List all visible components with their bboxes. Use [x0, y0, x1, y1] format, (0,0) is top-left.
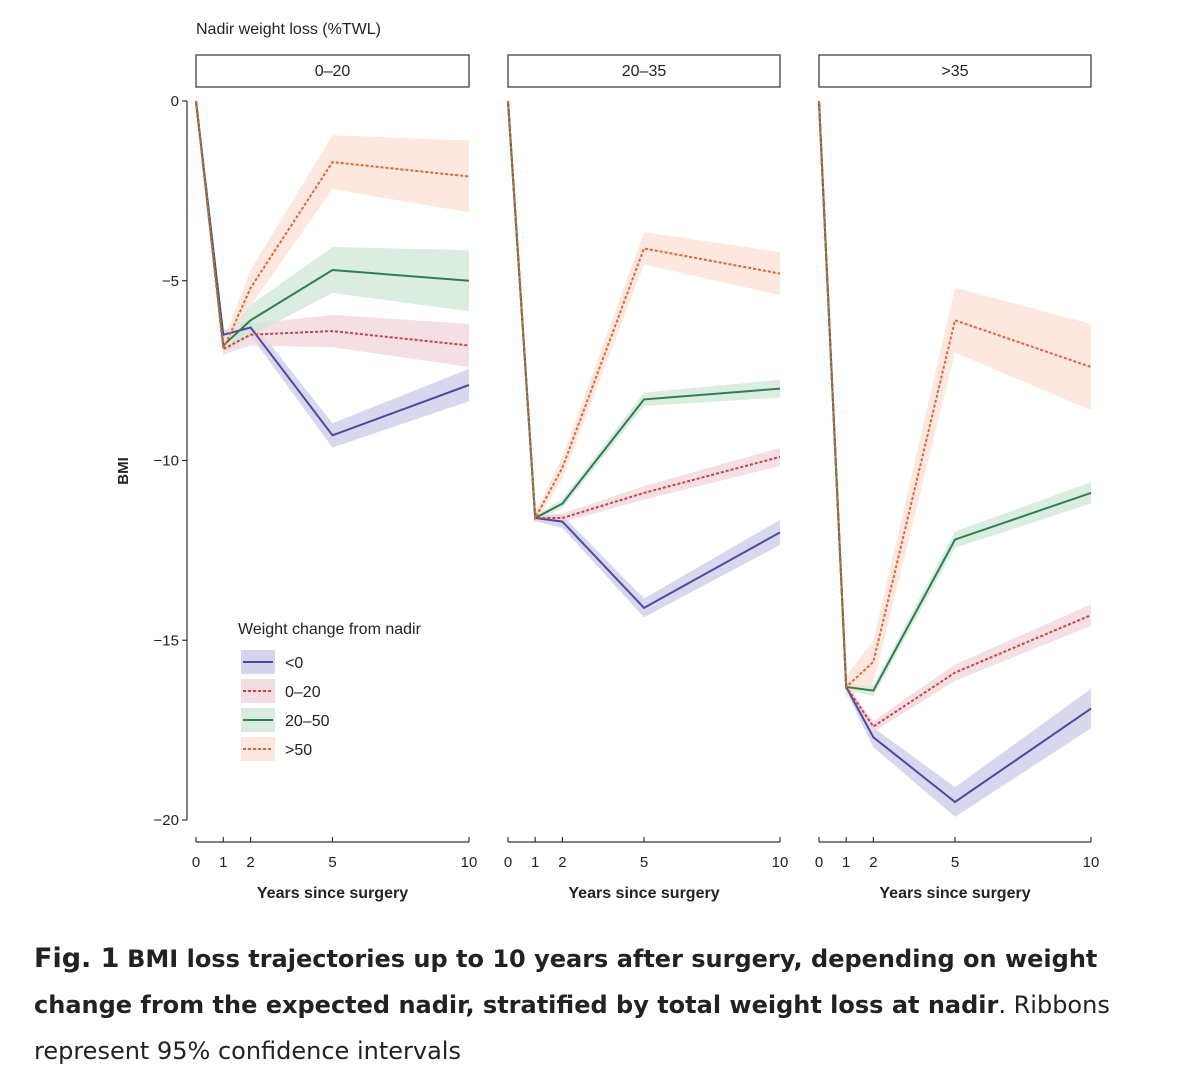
series-line-2-3: [818, 100, 1092, 690]
legend-title: Weight change from nadir: [238, 621, 422, 638]
ribbon-2-1: [846, 604, 1091, 732]
figure-caption: Fig. 1 BMI loss trajectories up to 10 ye…: [34, 936, 1184, 1074]
x-tick-label-1-3: 5: [640, 854, 648, 871]
caption-rest-text: . Ribbons represent 95% confidence inter…: [34, 991, 1110, 1065]
x-tick-label-0-3: 5: [328, 854, 336, 871]
x-tick-label-1-4: 10: [772, 854, 789, 871]
x-tick-label-1-0: 0: [504, 854, 512, 871]
ribbon-1-1: [535, 447, 780, 523]
ribbon-2-3: [846, 287, 1091, 698]
y-tick-label-0: 0: [171, 93, 179, 110]
ribbon-1-3: [535, 232, 780, 524]
x-tick-label-2-2: 2: [869, 854, 877, 871]
chart-svg: Nadir weight loss (%TWL) BMI 0–200 1 2 5 10Y…: [115, 21, 1100, 902]
series-line-1-1: [507, 100, 781, 519]
x-tick-label-1-1: 1: [531, 854, 539, 871]
legend: Weight change from nadir <0 0–20 20–50 >50: [238, 621, 422, 761]
ribbon-0-1: [223, 314, 469, 367]
panel-title-1: 20–35: [622, 63, 667, 80]
x-axis-label-2: Years since surgery: [879, 885, 1030, 902]
x-axis-label-0: Years since surgery: [257, 885, 408, 902]
y-tick-label-3: −15: [154, 632, 179, 649]
legend-label-2: 20–50: [285, 713, 330, 730]
panel-title-2: >35: [941, 63, 968, 80]
x-tick-label-2-0: 0: [815, 854, 823, 871]
series-line-2-0: [818, 100, 1092, 804]
x-tick-label-2-1: 1: [842, 854, 850, 871]
x-tick-label-0-4: 10: [461, 854, 478, 871]
series-line-0-2: [195, 100, 470, 348]
ribbon-1-2: [535, 379, 780, 521]
x-tick-label-2-3: 5: [951, 854, 959, 871]
series-line-1-2: [507, 100, 781, 520]
legend-label-0: <0: [285, 655, 303, 672]
figure: Nadir weight loss (%TWL) BMI 0–20 0 1 2 5 10 Y…: [115, 21, 1100, 902]
ribbon-0-3: [223, 135, 469, 358]
x-tick-label-1-2: 2: [558, 854, 566, 871]
panel-strip-1: [507, 54, 781, 88]
series-line-0-3: [195, 100, 470, 353]
panel-2: >35 0 1 2 5 10 Years since surgery: [815, 54, 1100, 902]
x-tick-label-2-4: 10: [1083, 854, 1100, 871]
legend-label-1: 0–20: [285, 684, 321, 701]
x-tick-label-0-2: 2: [246, 854, 254, 871]
y-tick-label-4: −20: [154, 812, 179, 829]
y-tick-label-2: −10: [154, 453, 179, 470]
legend-label-3: >50: [285, 742, 312, 759]
series-line-1-0: [507, 100, 781, 610]
series-line-2-1: [818, 100, 1092, 728]
panel-1: 20–35 0 1 2 5 10 Years since surgery: [504, 54, 789, 902]
y-axis-label: BMI: [115, 457, 132, 485]
ribbon-0-0: [223, 319, 469, 448]
series-line-2-2: [818, 100, 1092, 692]
series-line-1-3: [507, 100, 781, 522]
figure-header: Nadir weight loss (%TWL): [196, 21, 381, 38]
panel-title-0: 0–20: [315, 63, 351, 80]
panel-strip-0: [195, 54, 470, 88]
ribbon-2-0: [846, 682, 1091, 817]
ribbon-2-2: [846, 482, 1091, 696]
x-axis-label-1: Years since surgery: [568, 885, 719, 902]
panel-0: 0–20 0 1 2 5 10 Years since surgery: [192, 54, 478, 902]
y-tick-label-1: −5: [162, 273, 179, 290]
x-tick-label-0-0: 0: [192, 854, 200, 871]
x-tick-label-0-1: 1: [219, 854, 227, 871]
ribbon-1-0: [535, 514, 780, 618]
ribbon-0-2: [223, 247, 469, 354]
panel-strip-2: [818, 54, 1092, 88]
caption-fig-label: Fig. 1: [34, 943, 120, 974]
caption-bold-text: BMI loss trajectories up to 10 years aft…: [34, 945, 1098, 1019]
